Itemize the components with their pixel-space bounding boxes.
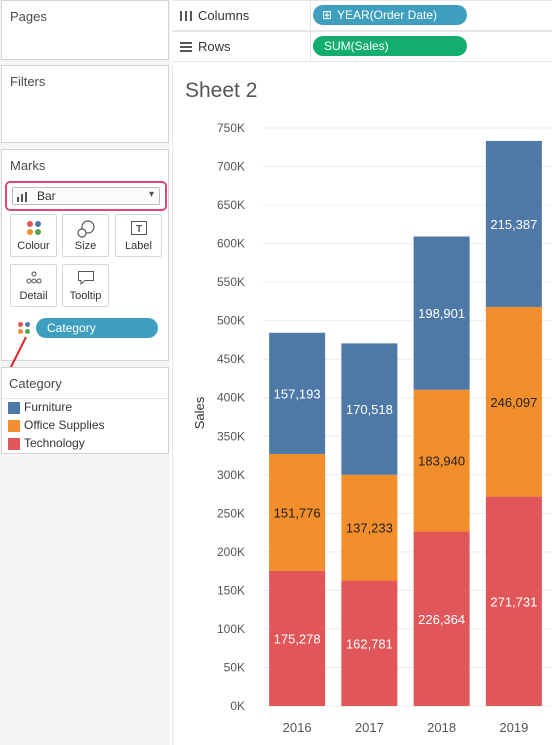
y-tick-label: 550K (217, 275, 245, 289)
left-panel: Pages Filters Marks Bar ▾ Colour (0, 0, 170, 745)
x-tick-label: 2016 (283, 720, 312, 735)
y-tick-label: 150K (217, 583, 245, 597)
size-button[interactable]: Size (62, 214, 109, 257)
data-label: 246,097 (490, 395, 537, 410)
legend-swatch-technology (8, 438, 20, 450)
label-icon: T (130, 221, 147, 235)
legend-swatch-furniture (8, 402, 20, 414)
y-tick-label: 700K (217, 160, 245, 174)
mark-type-value: Bar (37, 189, 56, 203)
columns-icon (180, 11, 192, 21)
mark-type-dropdown[interactable]: Bar ▾ (12, 187, 160, 205)
pages-title: Pages (10, 9, 47, 24)
category-legend: Category Furniture Office Supplies Techn… (1, 367, 169, 454)
marks-card: Marks Bar ▾ Colour (1, 149, 169, 361)
y-tick-label: 350K (217, 429, 245, 443)
label-button[interactable]: T Label (115, 214, 162, 257)
data-label: 157,193 (274, 386, 321, 401)
bar-segment-furniture[interactable] (341, 343, 398, 475)
columns-pill[interactable]: ⊞ YEAR(Order Date) (313, 5, 467, 25)
bar-segment-technology[interactable] (341, 580, 398, 706)
data-label: 170,518 (346, 402, 393, 417)
tooltip-button[interactable]: Tooltip (62, 264, 109, 307)
filters-card[interactable]: Filters (1, 65, 169, 143)
y-tick-label: 0K (230, 699, 245, 713)
tooltip-icon (77, 271, 94, 286)
data-label: 271,731 (490, 594, 537, 609)
bar-segment-furniture[interactable] (485, 140, 542, 307)
x-tick-label: 2017 (355, 720, 384, 735)
columns-shelf: Columns ⊞ YEAR(Order Date) (172, 0, 552, 31)
rows-pill[interactable]: SUM(Sales) (313, 36, 467, 56)
y-tick-label: 750K (217, 121, 245, 135)
data-label: 162,781 (346, 636, 393, 651)
data-label: 151,776 (274, 505, 321, 520)
chevron-down-icon: ▾ (148, 189, 154, 200)
svg-text:T: T (135, 224, 141, 235)
size-icon (76, 220, 95, 238)
data-label: 175,278 (274, 631, 321, 646)
columns-divider (310, 1, 311, 30)
y-tick-label: 100K (217, 622, 245, 636)
bar-segment-furniture[interactable] (269, 332, 326, 454)
y-tick-label: 300K (217, 468, 245, 482)
colour-label: Colour (17, 240, 50, 252)
rows-shelf: Rows SUM(Sales) (172, 31, 552, 62)
stacked-bar-chart: 175,278 151,776 157,193 162,781 137,233 170,5… (192, 121, 552, 735)
y-tick-label: 450K (217, 352, 245, 366)
bar-segment-office-supplies[interactable] (269, 453, 326, 571)
data-label: 215,387 (490, 217, 537, 232)
rows-icon (180, 42, 192, 52)
sheet-view: Sheet 2 175,278 151,776 157,193 162,781 137,… (172, 65, 552, 745)
bar-segment-office-supplies[interactable] (341, 474, 398, 581)
y-tick-label: 50K (224, 660, 245, 674)
label-label: Label (125, 240, 152, 252)
data-label: 198,901 (418, 306, 465, 321)
bar-segment-technology[interactable] (413, 531, 470, 706)
legend-label-technology: Technology (24, 436, 85, 450)
y-tick-label: 250K (217, 506, 245, 520)
legend-divider (2, 398, 168, 399)
bar-segment-office-supplies[interactable] (413, 389, 470, 532)
legend-label-office-supplies: Office Supplies (24, 418, 105, 432)
detail-button[interactable]: Detail (10, 264, 57, 307)
y-tick-label: 400K (217, 391, 245, 405)
bar-segment-technology[interactable] (269, 570, 326, 706)
y-tick-label: 600K (217, 237, 245, 251)
data-label: 183,940 (418, 454, 465, 469)
size-label: Size (74, 240, 97, 252)
x-tick-label: 2018 (427, 720, 456, 735)
x-tick-label: 2019 (499, 720, 528, 735)
legend-label-furniture: Furniture (24, 400, 73, 414)
colour-button[interactable]: Colour (10, 214, 57, 257)
sheet-title: Sheet 2 (185, 79, 258, 102)
bar-segment-office-supplies[interactable] (485, 306, 542, 497)
pages-card[interactable]: Pages (1, 0, 169, 60)
rows-divider (310, 32, 311, 61)
colour-icon (26, 221, 41, 235)
y-tick-label: 650K (217, 198, 245, 212)
data-label: 137,233 (346, 521, 393, 536)
y-tick-label: 500K (217, 314, 245, 328)
expand-icon: ⊞ (322, 8, 333, 22)
filters-title: Filters (10, 74, 46, 89)
legend-title: Category (9, 376, 62, 391)
marks-title: Marks (10, 158, 46, 173)
bar-chart-icon (17, 192, 27, 202)
bar-segment-furniture[interactable] (413, 236, 470, 390)
colour-field-icon (18, 322, 30, 334)
tooltip-label: Tooltip (69, 290, 102, 302)
rows-label: Rows (198, 39, 231, 54)
y-tick-label: 200K (217, 545, 245, 559)
columns-label: Columns (198, 8, 250, 23)
legend-swatch-office-supplies (8, 420, 20, 432)
y-axis-label: Sales (192, 396, 207, 429)
bar-segment-technology[interactable] (485, 496, 542, 706)
detail-label: Detail (19, 290, 48, 302)
columns-pill-label: YEAR(Order Date) (337, 8, 438, 22)
data-label: 226,364 (418, 612, 465, 627)
detail-icon (26, 271, 41, 284)
mark-type-highlight: Bar ▾ (5, 181, 167, 211)
category-pill[interactable]: Category (36, 318, 158, 338)
